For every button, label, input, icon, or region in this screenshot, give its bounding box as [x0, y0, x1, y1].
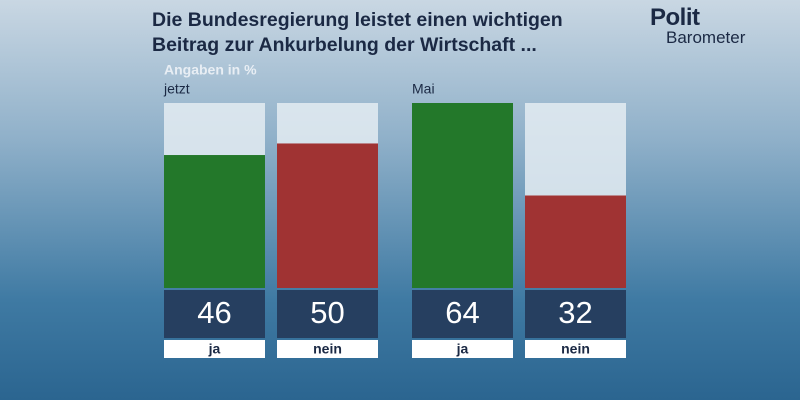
category-label: ja	[456, 341, 469, 357]
bar	[412, 103, 513, 288]
logo: Polit Barometer	[650, 4, 745, 48]
category-box	[412, 340, 513, 358]
bar	[277, 143, 378, 288]
value-box	[164, 290, 265, 338]
logo-text: Polit	[650, 4, 700, 31]
category-label: ja	[208, 341, 221, 357]
value-label: 50	[310, 295, 344, 330]
group-label: Mai	[412, 81, 435, 97]
group-label: jetzt	[163, 81, 190, 97]
category-box	[164, 340, 265, 358]
chart-subtitle: Angaben in %	[164, 62, 257, 78]
category-label: nein	[313, 341, 342, 357]
category-box	[277, 340, 378, 358]
bar	[164, 155, 265, 288]
category-label: nein	[561, 341, 590, 357]
value-box	[525, 290, 626, 338]
value-box	[412, 290, 513, 338]
value-label: 46	[197, 295, 231, 330]
category-box	[525, 340, 626, 358]
chart-title: Die Bundesregierung leistet einen wichti…	[152, 9, 563, 56]
value-label: 64	[445, 295, 479, 330]
logo-text: Barometer	[666, 28, 746, 47]
value-label: 32	[558, 295, 592, 330]
bar	[525, 195, 626, 288]
value-box	[277, 290, 378, 338]
